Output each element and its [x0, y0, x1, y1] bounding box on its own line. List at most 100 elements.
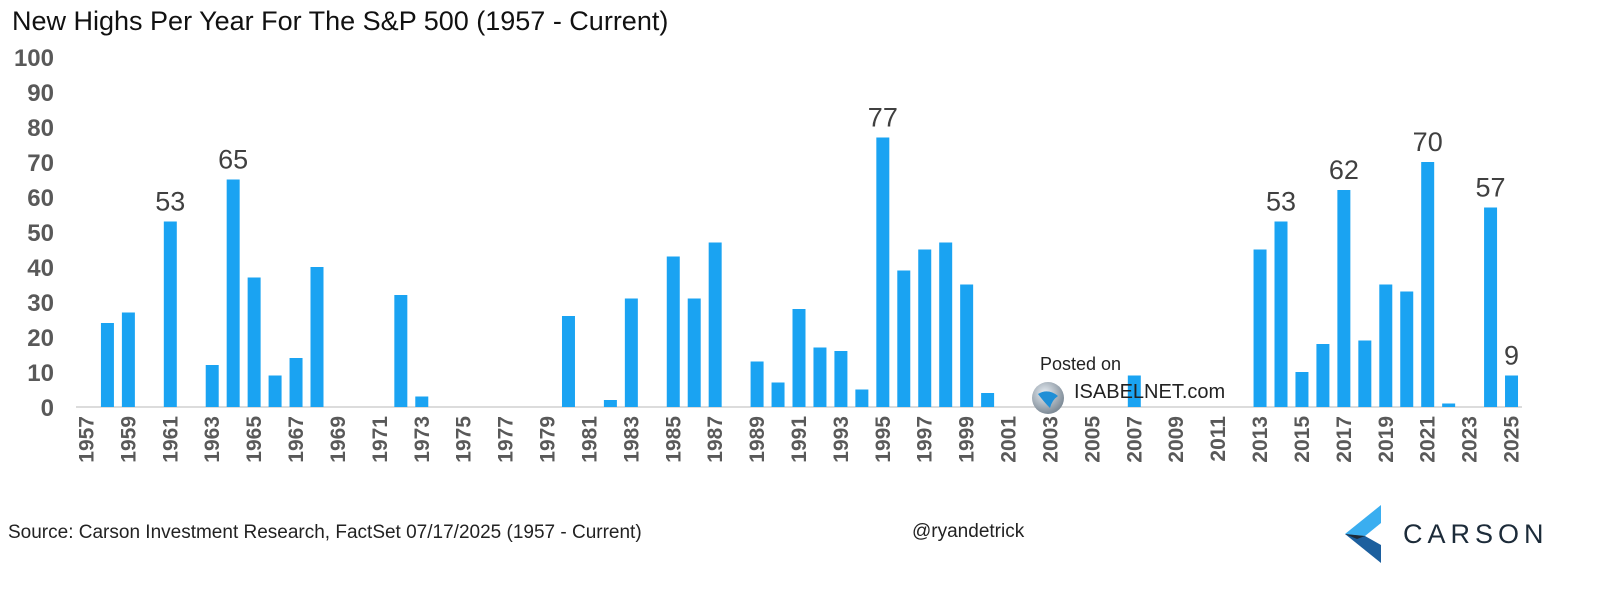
y-tick-label: 40: [27, 255, 54, 282]
bar-2022: [1442, 403, 1456, 407]
y-tick-label: 60: [27, 185, 54, 212]
x-tick-label: 1989: [746, 416, 769, 463]
bar-1973: [415, 396, 429, 407]
bar-1968: [310, 267, 324, 407]
y-tick-label: 0: [41, 395, 54, 422]
author-handle: @ryandetrick: [912, 521, 1025, 542]
bar-2015: [1295, 372, 1309, 407]
posted-on-label: Posted on: [1040, 354, 1122, 374]
bar-1990: [771, 382, 785, 407]
bar-1993: [834, 351, 848, 407]
isabelnet-globe-icon: [1032, 382, 1064, 414]
data-label: 65: [218, 145, 248, 175]
data-label: 53: [155, 187, 185, 217]
bar-2019: [1379, 284, 1393, 407]
x-tick-label: 1993: [830, 416, 853, 463]
bar-1967: [289, 358, 303, 407]
bar-1986: [687, 298, 701, 407]
x-tick-label: 2023: [1459, 416, 1482, 463]
data-label: 62: [1329, 155, 1359, 185]
x-tick-label: 2003: [1039, 416, 1062, 463]
x-tick-label: 1975: [453, 416, 476, 463]
x-tick-label: 1995: [872, 416, 895, 463]
x-tick-label: 1969: [327, 416, 350, 463]
bar-2018: [1358, 340, 1372, 407]
x-tick-label: 2005: [1081, 416, 1104, 463]
isabelnet-site-label: ISABELNET.com: [1074, 381, 1226, 403]
bar-1992: [813, 347, 827, 407]
bar-1995: [876, 137, 890, 407]
bar-1963: [205, 365, 219, 407]
x-tick-label: 1965: [243, 416, 266, 463]
bar-1998: [939, 242, 953, 407]
y-tick-label: 90: [27, 80, 54, 107]
bar-1987: [708, 242, 722, 407]
y-tick-label: 10: [27, 360, 54, 387]
x-tick-label: 2013: [1249, 416, 1272, 463]
carson-wordmark: CARSON: [1403, 519, 1549, 549]
bar-2007: [1127, 375, 1141, 407]
y-tick-label: 80: [27, 115, 54, 142]
x-tick-label: 1985: [662, 416, 685, 463]
x-tick-label: 1963: [201, 416, 224, 463]
x-tick-label: 2011: [1207, 416, 1230, 462]
carson-chevron-icon: [1345, 505, 1381, 563]
bar-1982: [603, 400, 617, 407]
x-tick-label: 1971: [369, 416, 392, 463]
bar-2016: [1316, 344, 1330, 407]
x-tick-label: 1979: [537, 416, 560, 463]
bar-2017: [1337, 190, 1351, 407]
x-tick-label: 2009: [1165, 416, 1188, 463]
x-tick-label: 1961: [159, 416, 182, 463]
x-tick-label: 1987: [704, 416, 727, 463]
y-tick-label: 100: [14, 45, 54, 72]
y-tick-label: 30: [27, 290, 54, 317]
bar-1985: [666, 256, 680, 407]
isabelnet-watermark: Posted on ISABELNET.com: [1030, 352, 1240, 414]
bar-1961: [163, 221, 177, 407]
y-tick-label: 20: [27, 325, 54, 352]
x-tick-label: 1997: [914, 416, 937, 463]
x-tick-label: 2001: [998, 416, 1021, 463]
x-tick-label: 2021: [1417, 416, 1440, 463]
x-tick-label: 1957: [75, 416, 98, 463]
x-tick-label: 1959: [117, 416, 140, 463]
bar-1983: [624, 298, 638, 407]
bar-2013: [1253, 249, 1267, 407]
x-tick-label: 2017: [1333, 416, 1356, 463]
bar-1958: [100, 323, 114, 407]
bar-1980: [561, 316, 575, 407]
bar-1999: [960, 284, 974, 407]
data-label: 57: [1476, 173, 1506, 203]
chart-title: New Highs Per Year For The S&P 500 (1957…: [12, 6, 669, 36]
bar-1996: [897, 270, 911, 407]
bar-2024: [1484, 207, 1498, 407]
x-tick-label: 1973: [411, 416, 434, 463]
x-tick-label: 1967: [285, 416, 308, 463]
x-tick-label: 2007: [1123, 416, 1146, 463]
x-tick-label: 1983: [620, 416, 643, 463]
bar-1972: [394, 295, 408, 407]
data-label: 77: [868, 103, 898, 133]
x-tick-label: 1991: [788, 416, 811, 463]
bar-1964: [226, 179, 240, 407]
source-note: Source: Carson Investment Research, Fact…: [8, 522, 642, 543]
x-tick-label: 2019: [1375, 416, 1398, 463]
bar-2000: [981, 393, 995, 407]
bar-1965: [247, 277, 261, 407]
data-label: 9: [1504, 341, 1519, 371]
bar-1994: [855, 389, 869, 407]
bar-2021: [1421, 162, 1435, 407]
x-tick-label: 2015: [1291, 416, 1314, 463]
x-tick-label: 1999: [956, 416, 979, 463]
bar-1997: [918, 249, 932, 407]
bar-1966: [268, 375, 282, 407]
bar-2014: [1274, 221, 1288, 407]
y-tick-label: 50: [27, 220, 54, 247]
x-tick-label: 1981: [578, 416, 601, 463]
bar-1959: [121, 312, 135, 407]
bar-1991: [792, 309, 806, 407]
bar-2020: [1400, 291, 1414, 407]
y-tick-label: 70: [27, 150, 54, 177]
